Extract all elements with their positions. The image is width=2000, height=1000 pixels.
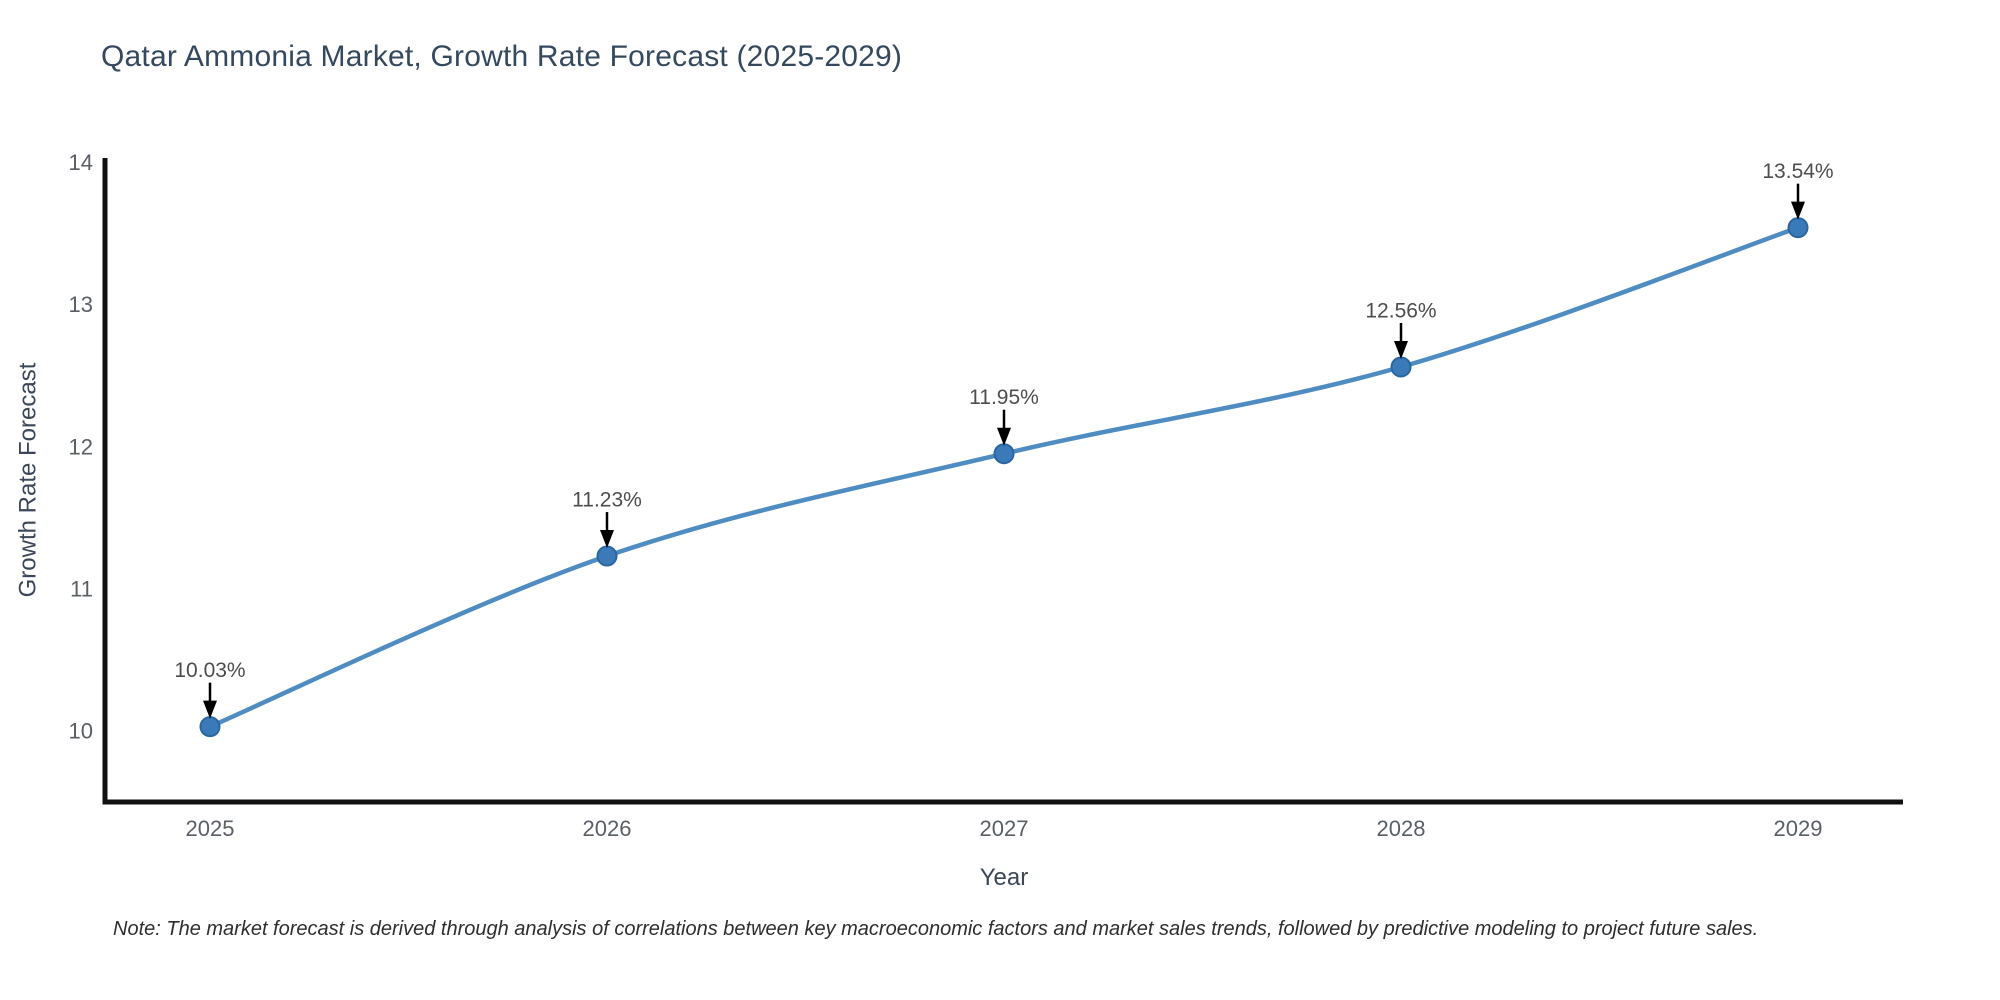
data-point-label: 10.03%: [174, 659, 245, 682]
data-point-marker: [596, 545, 618, 567]
annotation-arrowhead: [1791, 201, 1805, 220]
trend-line: [209, 225, 1799, 729]
data-point-marker: [993, 443, 1015, 465]
annotation-arrowhead: [600, 530, 614, 549]
x-tick-label: 2026: [583, 816, 632, 841]
footnote: Note: The market forecast is derived thr…: [113, 918, 1759, 940]
y-tick-label: 13: [69, 292, 93, 317]
data-point-marker: [1787, 217, 1809, 239]
annotation-arrowhead: [203, 700, 217, 719]
chart-title: Qatar Ammonia Market, Growth Rate Foreca…: [101, 40, 903, 73]
data-point-label: 11.95%: [969, 386, 1039, 409]
x-axis-title: Year: [979, 864, 1029, 891]
x-tick-label: 2025: [186, 816, 235, 841]
y-axis-title: Growth Rate Forecast: [14, 362, 41, 597]
x-tick-label: 2029: [1774, 816, 1823, 841]
data-point-label: 12.56%: [1365, 299, 1436, 322]
y-tick-label: 14: [69, 150, 93, 175]
y-tick-label: 12: [69, 434, 93, 459]
x-tick-label: 2028: [1377, 816, 1426, 841]
data-point-marker: [1390, 356, 1412, 378]
y-tick-label: 10: [69, 719, 93, 744]
data-point-marker: [199, 716, 221, 738]
y-tick-label: 11: [70, 576, 93, 601]
data-point-label: 11.23%: [572, 488, 642, 511]
data-point-label: 13.54%: [1762, 160, 1833, 183]
annotation-arrowhead: [1394, 340, 1408, 359]
annotation-arrowhead: [997, 427, 1011, 446]
x-tick-label: 2027: [980, 816, 1029, 841]
